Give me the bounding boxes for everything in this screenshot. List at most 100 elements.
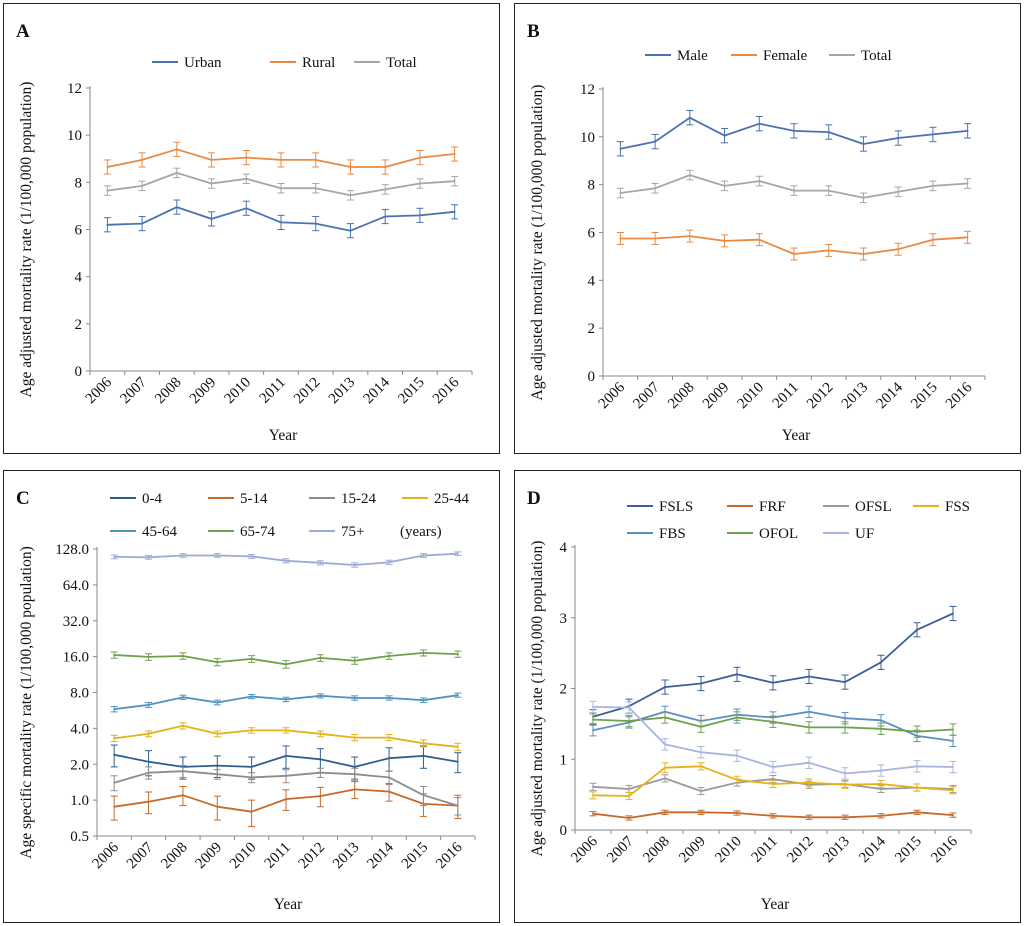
data-point: [175, 148, 178, 151]
data-point: [216, 661, 219, 663]
data-point: [182, 554, 184, 557]
data-point: [700, 725, 702, 728]
data-point: [285, 663, 287, 666]
data-point: [245, 156, 248, 159]
y-tick-label-c: 16.0: [63, 650, 89, 666]
data-point: [793, 129, 795, 132]
data-point: [422, 651, 425, 654]
y-tick-label-c: 0.5: [70, 829, 89, 845]
x-tick-label-c: 2016: [433, 839, 466, 872]
data-point: [319, 694, 322, 697]
x-tick-label-b: 2010: [735, 380, 768, 413]
data-point: [147, 556, 150, 559]
data-point: [700, 790, 702, 792]
data-point: [664, 743, 666, 746]
data-point: [216, 554, 219, 557]
data-point: [147, 771, 150, 774]
data-point: [147, 800, 150, 803]
data-point: [862, 196, 865, 199]
y-tick-label-d: 1: [560, 752, 568, 768]
data-point: [880, 814, 882, 817]
panel-label-b: B: [527, 21, 540, 42]
y-tick-label-a: 6: [75, 223, 83, 239]
x-tick-label-a: 2015: [395, 375, 428, 408]
data-point: [141, 159, 143, 161]
x-tick-label-a: 2010: [222, 375, 255, 408]
data-point: [456, 552, 459, 555]
y-tick-label-b: 6: [588, 226, 596, 242]
data-point: [736, 778, 738, 781]
data-point: [966, 129, 969, 132]
data-point: [216, 732, 219, 735]
data-point: [182, 655, 184, 657]
data-point: [216, 805, 219, 808]
data-point: [827, 249, 830, 252]
data-point: [844, 717, 846, 720]
data-point: [314, 159, 317, 161]
data-point: [897, 248, 900, 251]
x-tick-label-a: 2006: [83, 374, 116, 407]
data-point: [182, 724, 184, 727]
data-point: [952, 766, 954, 768]
data-point: [353, 736, 356, 739]
data-point: [141, 184, 143, 187]
x-tick-label-d: 2015: [892, 834, 925, 867]
data-point: [736, 812, 738, 814]
data-point: [384, 215, 387, 218]
legend-label-d-ofsl: OFSL: [855, 499, 892, 515]
data-point: [422, 699, 425, 702]
x-tick-label-d: 2013: [820, 834, 853, 867]
data-point: [700, 751, 702, 754]
data-point: [628, 795, 630, 797]
data-point: [758, 238, 761, 241]
data-point: [384, 166, 387, 168]
data-point: [808, 675, 810, 678]
y-tick-label-a: 0: [75, 364, 83, 380]
x-tick-label-a: 2012: [291, 375, 324, 408]
x-tick-label-d: 2007: [604, 833, 637, 866]
data-point: [216, 701, 219, 704]
x-tick-label-c: 2011: [262, 840, 294, 872]
data-point: [422, 755, 425, 757]
data-point: [592, 705, 594, 708]
data-point: [349, 229, 352, 232]
data-point: [723, 239, 726, 242]
data-point: [353, 773, 356, 776]
data-point: [592, 812, 594, 815]
data-point: [772, 681, 774, 684]
panel-label-a: A: [16, 21, 30, 42]
data-point: [456, 804, 459, 807]
series-line-fsls: [592, 612, 954, 718]
data-point: [453, 210, 456, 213]
data-point: [419, 156, 421, 159]
data-point: [250, 555, 253, 558]
data-point: [880, 719, 882, 722]
x-tick-label-c: 2014: [364, 839, 397, 872]
data-point: [736, 754, 738, 757]
legend-label-b-male: Male: [677, 48, 708, 64]
y-tick-label-c: 32.0: [63, 614, 89, 630]
data-point: [844, 681, 846, 684]
data-point: [250, 729, 253, 732]
chart-panel-c: C 0.5 1.0 2.0 4.0 8.0 16.0 32.0 64.0 128.0 2006 200…: [3, 470, 500, 923]
data-point: [319, 758, 322, 761]
data-point: [319, 732, 322, 735]
data-point: [419, 182, 421, 185]
x-tick-label-b: 2008: [665, 380, 698, 413]
legend-label-a-rural: Rural: [302, 55, 335, 71]
x-axis-label-a: Year: [269, 427, 298, 444]
data-point: [700, 811, 702, 814]
y-tick-label-c: 1.0: [70, 793, 89, 809]
data-point: [808, 710, 810, 713]
data-point: [736, 673, 738, 676]
x-axis-label-c: Year: [274, 896, 303, 913]
series-d-fss: [589, 762, 957, 801]
y-tick-label-b: 0: [588, 369, 596, 385]
x-tick-label-a: 2007: [117, 374, 150, 407]
y-tick-label-a: 12: [67, 81, 82, 97]
data-point: [113, 753, 116, 756]
data-point: [388, 776, 390, 779]
x-tick-label-a: 2009: [187, 375, 220, 408]
